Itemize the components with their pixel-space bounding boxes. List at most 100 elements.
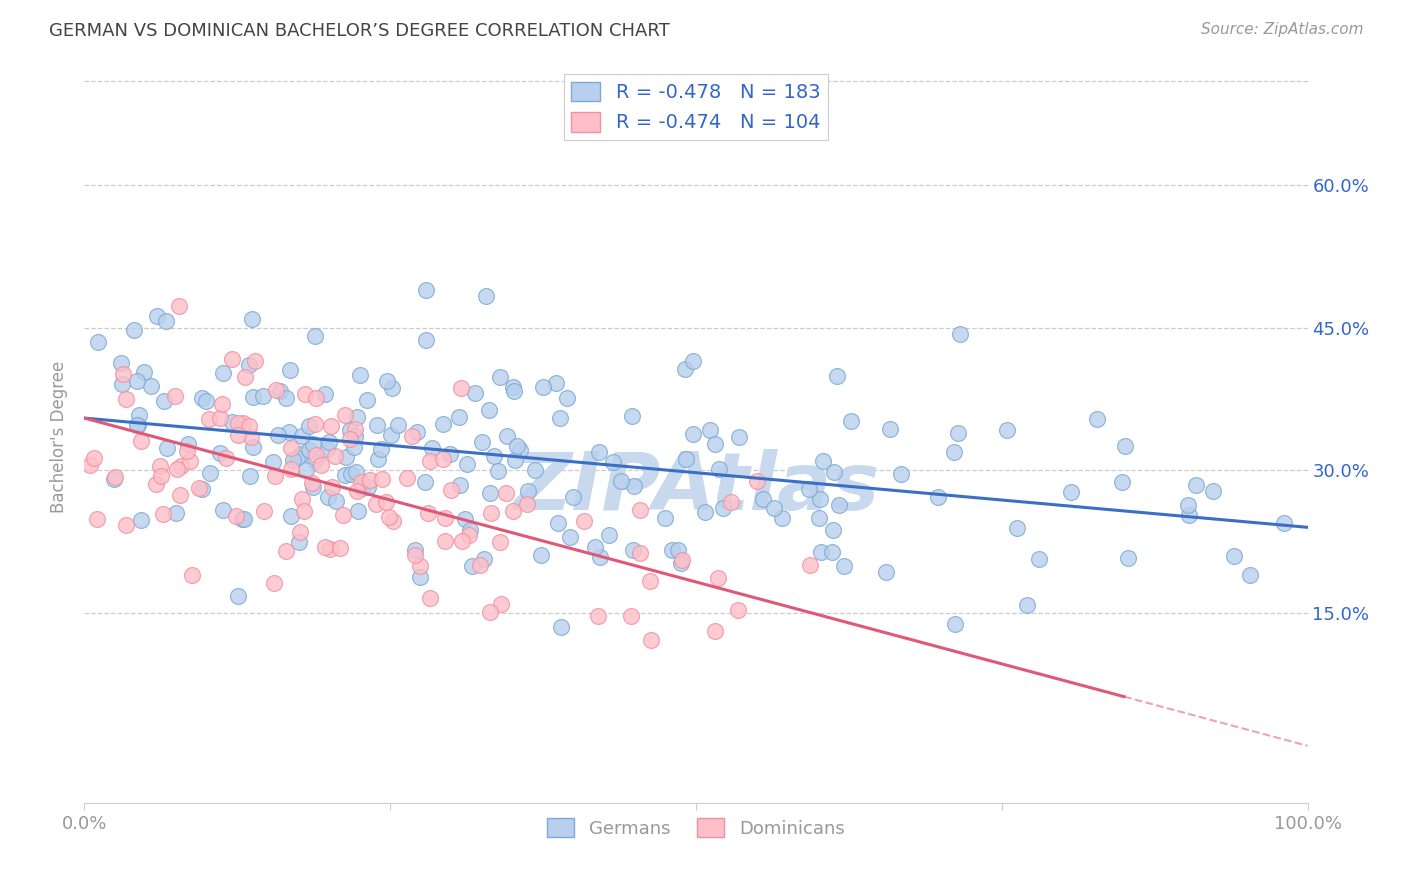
- Point: [221, 415, 243, 429]
- Point: [1085, 412, 1108, 426]
- Point: [432, 452, 454, 467]
- Point: [450, 534, 472, 549]
- Point: [233, 369, 256, 384]
- Point: [879, 422, 901, 436]
- Point: [416, 506, 439, 520]
- Point: [623, 543, 645, 558]
- Point: [699, 423, 721, 437]
- Point: [253, 504, 276, 518]
- Point: [169, 488, 191, 502]
- Point: [548, 410, 571, 425]
- Point: [1185, 478, 1208, 492]
- Point: [546, 376, 568, 391]
- Text: ZIPAtlas: ZIPAtlas: [513, 450, 879, 527]
- Point: [343, 440, 366, 454]
- Point: [454, 512, 477, 526]
- Point: [315, 442, 337, 456]
- Point: [654, 511, 676, 525]
- Point: [1116, 550, 1139, 565]
- Point: [404, 542, 426, 557]
- Point: [176, 444, 198, 458]
- Point: [198, 467, 221, 481]
- Point: [620, 609, 643, 624]
- Point: [128, 409, 150, 423]
- Point: [125, 417, 148, 432]
- Point: [530, 548, 553, 562]
- Point: [295, 463, 318, 477]
- Point: [447, 409, 470, 424]
- Point: [194, 394, 217, 409]
- Point: [821, 544, 844, 558]
- Point: [408, 569, 430, 583]
- Point: [415, 333, 437, 347]
- Point: [472, 552, 495, 566]
- Point: [339, 432, 361, 446]
- Point: [110, 356, 132, 370]
- Point: [728, 430, 751, 444]
- Point: [673, 362, 696, 376]
- Point: [288, 535, 311, 549]
- Point: [406, 425, 429, 439]
- Point: [146, 310, 169, 324]
- Point: [127, 418, 149, 433]
- Point: [557, 391, 579, 405]
- Point: [387, 417, 409, 432]
- Point: [415, 283, 437, 297]
- Point: [115, 392, 138, 406]
- Point: [242, 441, 264, 455]
- Point: [280, 508, 302, 523]
- Point: [150, 469, 173, 483]
- Point: [799, 482, 821, 496]
- Point: [799, 558, 821, 572]
- Point: [319, 542, 342, 557]
- Point: [456, 457, 478, 471]
- Point: [191, 482, 214, 496]
- Point: [305, 448, 328, 462]
- Point: [450, 381, 472, 395]
- Point: [475, 289, 498, 303]
- Point: [226, 417, 249, 431]
- Point: [610, 475, 633, 489]
- Point: [1005, 521, 1028, 535]
- Point: [149, 458, 172, 473]
- Point: [298, 419, 321, 434]
- Point: [821, 523, 844, 537]
- Point: [588, 445, 610, 459]
- Point: [278, 425, 301, 439]
- Point: [252, 389, 274, 403]
- Point: [325, 493, 347, 508]
- Point: [949, 326, 972, 341]
- Point: [321, 480, 343, 494]
- Point: [602, 454, 624, 468]
- Point: [319, 418, 342, 433]
- Point: [502, 380, 524, 394]
- Point: [484, 449, 506, 463]
- Point: [479, 605, 502, 619]
- Point: [396, 471, 419, 485]
- Point: [208, 445, 231, 459]
- Point: [832, 558, 855, 573]
- Point: [335, 468, 357, 483]
- Point: [927, 490, 949, 504]
- Point: [461, 559, 484, 574]
- Point: [165, 506, 187, 520]
- Point: [479, 486, 502, 500]
- Point: [531, 380, 554, 394]
- Point: [471, 435, 494, 450]
- Point: [357, 480, 380, 494]
- Point: [335, 450, 357, 465]
- Point: [280, 462, 302, 476]
- Point: [583, 540, 606, 554]
- Point: [333, 408, 356, 422]
- Point: [366, 418, 388, 433]
- Point: [267, 427, 290, 442]
- Point: [292, 503, 315, 517]
- Point: [433, 510, 456, 524]
- Point: [1202, 483, 1225, 498]
- Point: [280, 363, 302, 377]
- Point: [630, 503, 652, 517]
- Point: [509, 442, 531, 457]
- Point: [433, 534, 456, 549]
- Point: [502, 504, 524, 518]
- Point: [409, 558, 432, 573]
